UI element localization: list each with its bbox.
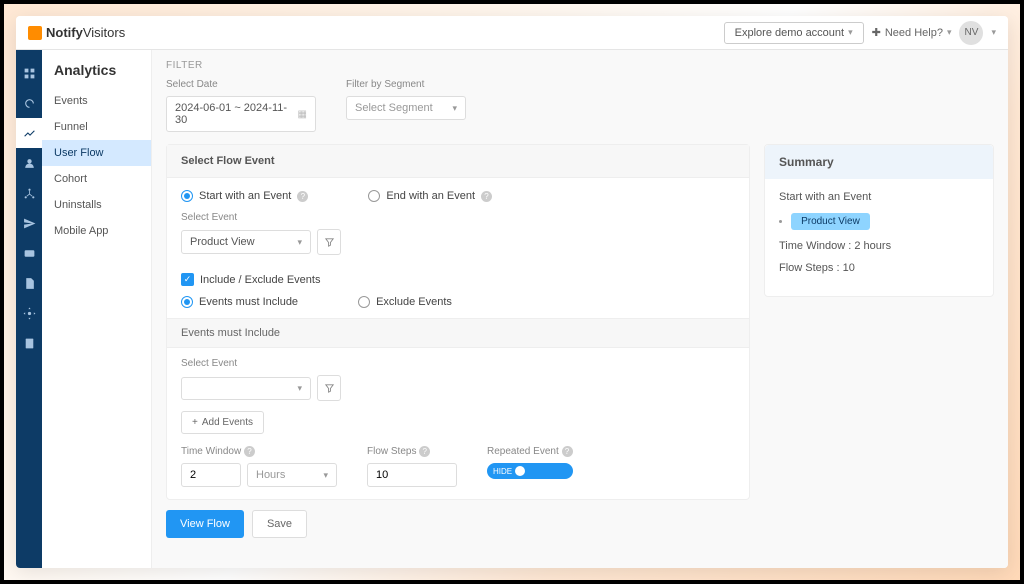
cloud-icon[interactable]	[16, 88, 42, 118]
help-icon: ?	[562, 446, 573, 457]
date-label: Select Date	[166, 79, 316, 90]
header-bar: NotifyVisitors Explore demo account ▾ ✚ …	[16, 16, 1008, 50]
time-window-label: Time Window ?	[181, 446, 337, 457]
radio-icon	[181, 296, 193, 308]
icon-sidebar	[16, 50, 42, 568]
summary-card: Summary Start with an Event Product View…	[764, 144, 994, 297]
chevron-down-icon[interactable]: ▾	[991, 27, 996, 38]
view-flow-button[interactable]: View Flow	[166, 510, 244, 538]
doc-icon[interactable]	[16, 328, 42, 358]
user-avatar[interactable]: NV	[959, 21, 983, 45]
send-icon[interactable]	[16, 208, 42, 238]
brand-logo[interactable]: NotifyVisitors	[28, 25, 125, 40]
select-event-label-2: Select Event	[181, 358, 735, 369]
analytics-icon[interactable]	[16, 118, 42, 148]
chevron-down-icon: ▾	[452, 103, 457, 114]
chevron-down-icon: ▾	[297, 237, 302, 248]
include-exclude-label: Include / Exclude Events	[200, 274, 320, 286]
network-icon[interactable]	[16, 178, 42, 208]
file-icon[interactable]	[16, 268, 42, 298]
calendar-icon: ▦	[298, 109, 307, 120]
flow-heading: Select Flow Event	[167, 145, 749, 178]
time-unit-select[interactable]: Hours ▾	[247, 463, 337, 487]
summary-steps: Flow Steps : 10	[779, 262, 979, 274]
chevron-down-icon: ▾	[323, 470, 328, 481]
time-window-input[interactable]	[181, 463, 241, 487]
flow-event-card: Select Flow Event Start with an Event ?	[166, 144, 750, 500]
exclude-radio[interactable]: Exclude Events	[358, 296, 452, 308]
summary-event-chip: Product View	[791, 213, 870, 230]
brand-bold: Notify	[46, 25, 83, 40]
chevron-down-icon: ▾	[947, 27, 952, 38]
select-event-label: Select Event	[181, 212, 735, 223]
nav-item-mobile-app[interactable]: Mobile App	[42, 218, 151, 244]
add-events-button[interactable]: + Add Events	[181, 411, 264, 434]
summary-heading: Summary	[765, 145, 993, 179]
flow-steps-label: Flow Steps ?	[367, 446, 457, 457]
nav-item-user-flow[interactable]: User Flow	[42, 140, 151, 166]
users-icon[interactable]	[16, 148, 42, 178]
filter-label: FILTER	[166, 60, 994, 71]
date-range-input[interactable]: 2024-06-01 ~ 2024-11-30 ▦	[166, 96, 316, 132]
nav-title: Analytics	[42, 50, 151, 88]
help-icon[interactable]: ?	[297, 191, 308, 202]
nav-item-events[interactable]: Events	[42, 88, 151, 114]
radio-icon	[368, 190, 380, 202]
card-icon[interactable]	[16, 238, 42, 268]
repeated-toggle[interactable]: HIDE	[487, 463, 573, 479]
chevron-down-icon: ▾	[848, 27, 853, 38]
must-include-heading: Events must Include	[167, 318, 749, 348]
save-button[interactable]: Save	[252, 510, 307, 538]
radio-icon	[358, 296, 370, 308]
filter-button[interactable]	[317, 375, 341, 401]
nav-item-cohort[interactable]: Cohort	[42, 166, 151, 192]
need-help-link[interactable]: ✚ Need Help? ▾	[872, 26, 952, 39]
summary-time: Time Window : 2 hours	[779, 240, 979, 252]
must-include-radio[interactable]: Events must Include	[181, 296, 298, 308]
repeated-label: Repeated Event ?	[487, 446, 573, 457]
content-area: FILTER Select Date 2024-06-01 ~ 2024-11-…	[152, 50, 1008, 568]
include-exclude-checkbox[interactable]	[181, 273, 194, 286]
bullet-icon	[779, 220, 782, 223]
help-icon: ✚	[872, 26, 881, 39]
gear-icon[interactable]	[16, 298, 42, 328]
include-event-select[interactable]: ▾	[181, 377, 311, 400]
end-event-radio[interactable]: End with an Event ?	[368, 190, 492, 202]
help-icon: ?	[419, 446, 430, 457]
help-icon[interactable]: ?	[481, 191, 492, 202]
explore-account-button[interactable]: Explore demo account ▾	[724, 22, 864, 44]
summary-start: Start with an Event	[779, 191, 979, 203]
logo-icon	[28, 26, 42, 40]
dashboard-icon[interactable]	[16, 58, 42, 88]
flow-steps-input[interactable]	[367, 463, 457, 487]
start-event-radio[interactable]: Start with an Event ?	[181, 190, 308, 202]
segment-label: Filter by Segment	[346, 79, 466, 90]
nav-panel: Analytics Events Funnel User Flow Cohort…	[42, 50, 152, 568]
nav-item-uninstalls[interactable]: Uninstalls	[42, 192, 151, 218]
chevron-down-icon: ▾	[297, 383, 302, 394]
radio-icon	[181, 190, 193, 202]
help-icon: ?	[244, 446, 255, 457]
filter-button[interactable]	[317, 229, 341, 255]
brand-light: Visitors	[83, 25, 125, 40]
plus-icon: +	[192, 417, 198, 428]
toggle-knob	[515, 466, 525, 476]
nav-item-funnel[interactable]: Funnel	[42, 114, 151, 140]
segment-select[interactable]: Select Segment ▾	[346, 96, 466, 120]
event-select[interactable]: Product View ▾	[181, 230, 311, 254]
